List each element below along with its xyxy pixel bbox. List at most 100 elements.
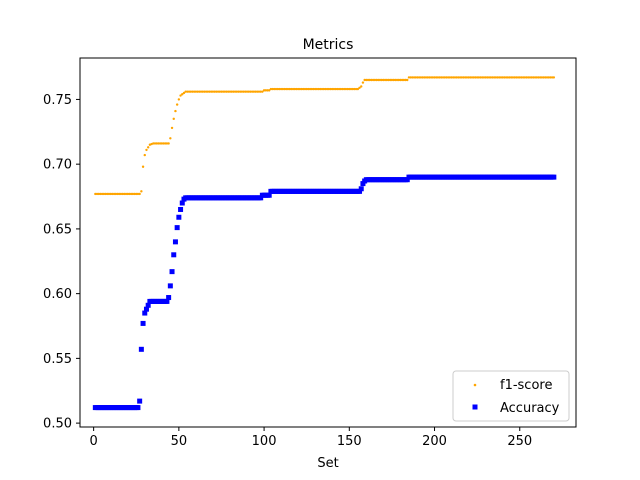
- data-point: [285, 87, 288, 91]
- data-point: [278, 87, 281, 91]
- data-point: [184, 90, 187, 93]
- data-point: [407, 76, 411, 79]
- data-point: [158, 142, 162, 145]
- data-point: [152, 142, 155, 145]
- x-tick-label: 150: [337, 434, 362, 449]
- data-point: [431, 76, 435, 79]
- data-point: [382, 78, 385, 82]
- data-point: [532, 76, 535, 79]
- data-point: [436, 76, 440, 79]
- data-point: [552, 76, 556, 79]
- data-point: [225, 90, 228, 93]
- data-point: [218, 90, 221, 93]
- data-point: [479, 76, 482, 79]
- data-point: [324, 87, 327, 91]
- data-point: [211, 90, 215, 93]
- data-point: [402, 78, 406, 82]
- data-point: [506, 76, 510, 79]
- data-point: [331, 87, 334, 91]
- data-point: [267, 89, 271, 92]
- data-point: [170, 126, 174, 130]
- data-point: [363, 78, 366, 82]
- data-point: [377, 78, 380, 82]
- data-point: [342, 87, 346, 91]
- y-tick-label: 0.75: [43, 93, 72, 108]
- data-point: [423, 76, 426, 79]
- series-f1-score: [94, 76, 556, 196]
- legend: f1-score Accuracy: [452, 370, 570, 422]
- data-point: [283, 87, 286, 91]
- data-point: [504, 76, 508, 79]
- data-point: [104, 192, 107, 196]
- data-point: [290, 87, 293, 91]
- data-point: [167, 283, 173, 289]
- data-point: [291, 87, 295, 91]
- data-point: [307, 87, 310, 91]
- data-point: [455, 76, 458, 79]
- data-point: [525, 76, 528, 79]
- data-point: [489, 76, 492, 79]
- data-point: [145, 302, 151, 308]
- data-point: [395, 78, 399, 82]
- data-point: [164, 142, 167, 145]
- data-point: [348, 87, 351, 91]
- data-point: [368, 78, 371, 82]
- data-point: [216, 90, 220, 93]
- data-point: [191, 90, 194, 93]
- data-point: [325, 87, 329, 91]
- data-point: [206, 90, 210, 93]
- data-point: [203, 90, 206, 93]
- data-point: [172, 239, 178, 245]
- data-point: [136, 192, 140, 196]
- data-point: [141, 165, 145, 168]
- data-point: [409, 76, 412, 79]
- data-point: [458, 76, 462, 79]
- data-point: [174, 225, 180, 231]
- data-point: [357, 188, 363, 194]
- data-point: [390, 78, 394, 82]
- data-point: [544, 76, 547, 79]
- data-point: [540, 76, 544, 79]
- data-point: [535, 76, 538, 79]
- legend-marker-f1-score: [473, 383, 477, 387]
- data-point: [281, 87, 285, 91]
- data-point: [140, 320, 146, 326]
- legend-marker-accuracy: [472, 404, 478, 410]
- data-point: [339, 87, 342, 91]
- data-point: [503, 76, 506, 79]
- data-point: [256, 90, 259, 93]
- data-point: [239, 90, 242, 93]
- data-point: [176, 214, 182, 220]
- data-point: [274, 87, 278, 91]
- data-point: [266, 89, 269, 92]
- data-point: [269, 87, 273, 91]
- data-point: [433, 76, 436, 79]
- data-point: [351, 87, 354, 91]
- data-point: [477, 76, 481, 79]
- x-tick-label: 50: [171, 434, 188, 449]
- data-point: [258, 195, 264, 201]
- data-point: [452, 76, 455, 79]
- data-point: [293, 87, 296, 91]
- data-point: [550, 76, 554, 79]
- data-point: [186, 90, 189, 93]
- data-point: [344, 87, 348, 91]
- plot-series: [92, 76, 557, 411]
- data-point: [421, 76, 424, 79]
- data-point: [406, 78, 409, 82]
- data-point: [358, 86, 361, 89]
- data-point: [199, 90, 203, 93]
- data-point: [116, 192, 119, 196]
- data-point: [462, 76, 465, 79]
- data-point: [542, 76, 545, 79]
- data-point: [397, 78, 400, 82]
- data-point: [319, 87, 322, 91]
- data-point: [181, 93, 184, 96]
- data-point: [169, 137, 172, 140]
- data-point: [400, 78, 404, 82]
- data-point: [249, 90, 252, 93]
- y-tick-label: 0.65: [43, 222, 72, 237]
- data-point: [334, 87, 337, 91]
- data-point: [446, 76, 450, 79]
